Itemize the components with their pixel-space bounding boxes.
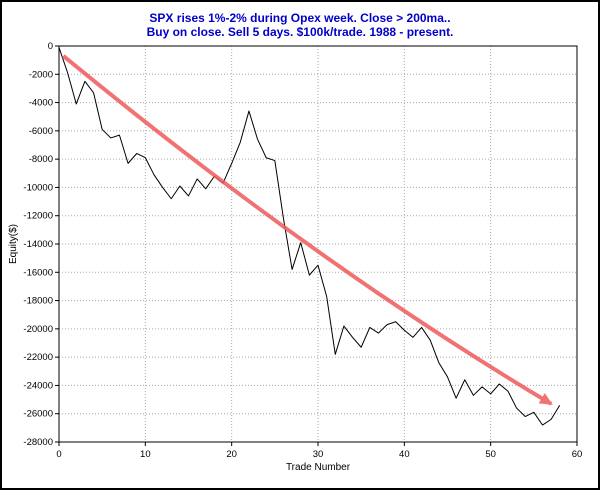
plot-layer: 0 10 20 30 40 50 60 0 -2000 -4000 -6000 -8000 -10000… [23,41,582,460]
y-tick-label: -26000 [23,409,53,420]
y-tick-label: -4000 [29,98,53,109]
y-tick-label: -6000 [29,126,53,137]
chart-title-line2: Buy on close. Sell 5 days. $100k/trade. … [147,25,454,39]
y-axis-label: Equity($) [8,224,19,264]
y-tick-label: 0 [48,41,53,52]
x-tick-label: 10 [140,449,151,460]
y-tick-label: -28000 [23,437,53,448]
y-tick-label: -24000 [23,380,53,391]
x-axis-label: Trade Number [286,462,351,473]
y-tick-label: -10000 [23,182,53,193]
y-tick-label: -20000 [23,324,53,335]
x-tick-label: 30 [313,449,324,460]
x-tick-label: 60 [572,449,583,460]
y-tick-label: -2000 [29,69,53,80]
chart-title-line1: SPX rises 1%-2% during Opex week. Close … [149,11,450,25]
x-tick-label: 20 [226,449,237,460]
y-tick-label: -12000 [23,211,53,222]
y-tick-label: -22000 [23,352,53,363]
trend-arrow [62,54,553,406]
y-tick-label: -8000 [29,154,53,165]
x-tick-label: 50 [485,449,496,460]
x-tick-label: 0 [56,449,61,460]
y-tick-label: -16000 [23,267,53,278]
equity-line [58,47,561,426]
y-tick-label: -14000 [23,239,53,250]
y-tick-label: -18000 [23,296,53,307]
x-tick-label: 40 [399,449,410,460]
